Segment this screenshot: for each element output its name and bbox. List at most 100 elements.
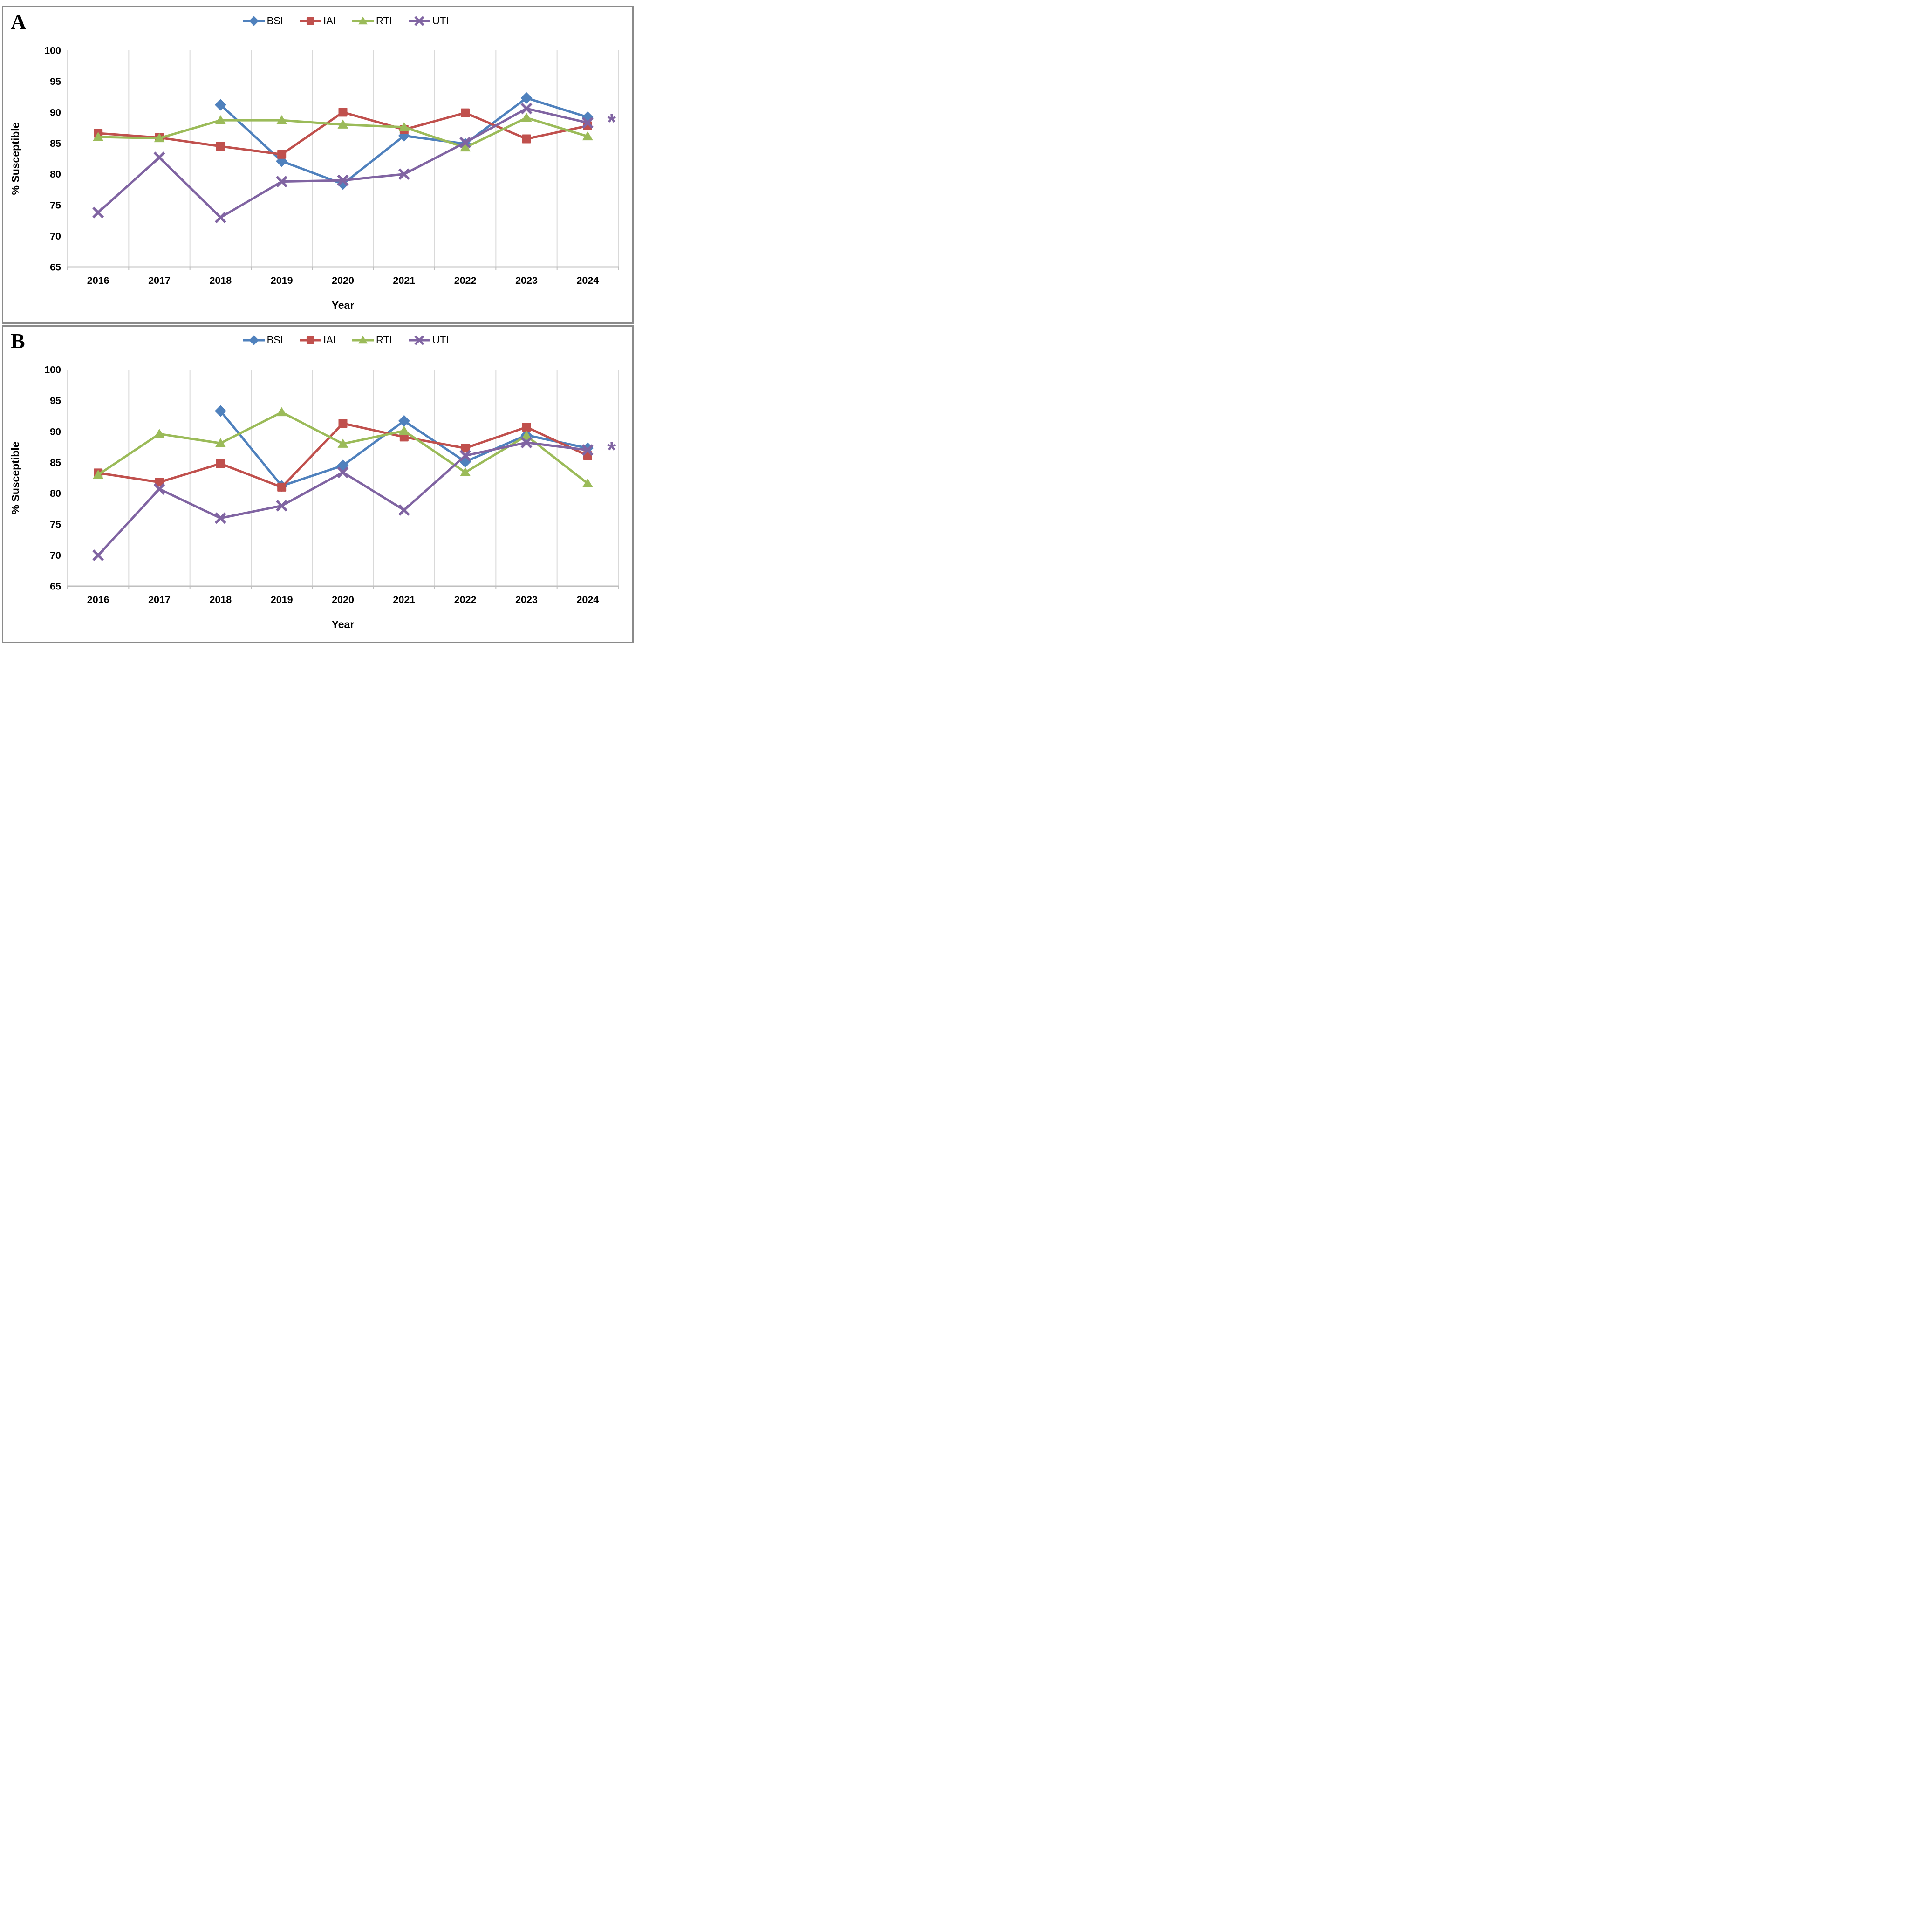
diamond-marker — [398, 130, 410, 142]
legend-label: IAI — [323, 334, 336, 346]
x-marker — [581, 116, 594, 129]
x-tick-label: 2020 — [332, 275, 354, 286]
y-tick-label: 75 — [50, 519, 61, 530]
x-tick-label: 2019 — [271, 275, 293, 286]
square-marker — [277, 482, 287, 492]
diamond-marker — [337, 459, 349, 472]
legend-label: BSI — [266, 334, 284, 346]
legend-label: IAI — [323, 15, 336, 27]
significance-asterisk: * — [607, 110, 616, 135]
x-tick-label: 2016 — [87, 275, 109, 286]
x-tick-label: 2021 — [393, 275, 415, 286]
square-marker — [338, 419, 348, 428]
y-tick-label: 65 — [50, 581, 61, 592]
significance-asterisk: * — [607, 438, 616, 463]
x-tick-label: 2023 — [515, 275, 538, 286]
legend-item-bsi: BSI — [243, 333, 283, 347]
y-axis-title: % Susceptible — [9, 123, 21, 195]
y-tick-label: 65 — [50, 262, 61, 273]
y-tick-label: 90 — [50, 107, 61, 118]
y-tick-label: 85 — [50, 457, 61, 468]
x-tick-label: 2023 — [515, 594, 538, 605]
y-tick-label: 100 — [44, 45, 61, 56]
legend-label: UTI — [432, 15, 449, 27]
diamond-marker — [581, 442, 594, 454]
triangle-marker — [460, 142, 471, 152]
series-iai — [94, 108, 592, 159]
square-marker — [522, 423, 531, 432]
series-rti — [93, 112, 593, 152]
x-axis — [67, 585, 619, 589]
x-legend-icon — [408, 335, 430, 345]
triangle-marker — [154, 429, 165, 438]
square-marker — [306, 17, 314, 25]
x-tick-labels: 2016 2017 2018 2019 2020 2021 2022 2023 2024 — [87, 594, 599, 605]
diamond-marker — [398, 415, 410, 427]
square-legend-icon — [300, 336, 321, 344]
triangle-marker — [215, 115, 226, 124]
x-tick-label: 2018 — [209, 594, 232, 605]
x-marker — [153, 483, 165, 495]
x-marker — [337, 174, 349, 186]
y-tick-label: 95 — [50, 395, 61, 406]
square-marker — [306, 336, 314, 344]
square-marker — [522, 134, 531, 144]
series-bsi — [214, 92, 594, 190]
diamond-legend-icon — [243, 16, 265, 26]
x-tick-label: 2024 — [576, 275, 599, 286]
square-marker — [277, 150, 287, 159]
triangle-marker — [154, 133, 165, 143]
x-marker — [520, 437, 533, 449]
triangle-marker — [398, 122, 410, 131]
legend-a: BSI IAI RTI UTI — [3, 7, 632, 32]
triangle-marker — [521, 112, 532, 122]
legend-label: RTI — [376, 334, 392, 346]
y-axis-title: % Susceptible — [9, 442, 21, 514]
x-marker — [520, 103, 533, 115]
x-marker — [214, 512, 226, 524]
x-tick-label: 2022 — [454, 275, 477, 286]
triangle-marker — [358, 16, 368, 25]
y-tick-label: 75 — [50, 200, 61, 211]
gridlines — [67, 370, 619, 586]
x-tick-label: 2022 — [454, 594, 477, 605]
x-marker — [398, 168, 410, 180]
legend-item-rti: RTI — [352, 333, 392, 347]
legend-item-uti: UTI — [408, 14, 449, 28]
legend-label: BSI — [266, 15, 284, 27]
square-marker — [216, 142, 225, 151]
diamond-marker — [214, 99, 226, 111]
x-tick-label: 2020 — [332, 594, 354, 605]
diamond-marker — [520, 92, 533, 104]
x-tick-label: 2019 — [271, 594, 293, 605]
x-axis-title: Year — [332, 618, 355, 630]
x-marker — [414, 16, 424, 26]
triangle-marker — [93, 132, 104, 141]
triangle-marker — [276, 115, 287, 124]
y-tick-label: 90 — [50, 426, 61, 437]
series-line — [97, 441, 588, 556]
triangle-marker — [215, 438, 226, 447]
x-marker — [92, 549, 104, 562]
x-marker — [153, 151, 165, 164]
panel-b-label: B — [11, 329, 25, 353]
y-tick-label: 85 — [50, 138, 61, 149]
series-uti — [92, 437, 594, 562]
triangle-marker — [93, 469, 104, 479]
diamond-marker — [248, 16, 259, 26]
legend-item-rti: RTI — [352, 14, 392, 28]
square-marker — [461, 444, 470, 453]
x-tick-label: 2021 — [393, 594, 415, 605]
y-tick-labels: 100 95 90 85 80 75 70 65 — [44, 364, 61, 592]
legend-label: UTI — [432, 334, 449, 346]
triangle-marker — [337, 119, 348, 129]
legend-label: RTI — [376, 15, 392, 27]
square-marker — [155, 478, 164, 487]
line-chart-a: 100 95 90 85 80 75 70 65 2016 2017 2018 2019 2020 202… — [9, 45, 619, 311]
y-tick-labels: 100 95 90 85 80 75 70 65 — [44, 45, 61, 273]
square-marker — [338, 108, 348, 117]
y-tick-label: 70 — [50, 231, 61, 242]
x-marker — [337, 466, 349, 478]
series-iai — [94, 419, 592, 492]
y-tick-label: 80 — [50, 488, 61, 499]
